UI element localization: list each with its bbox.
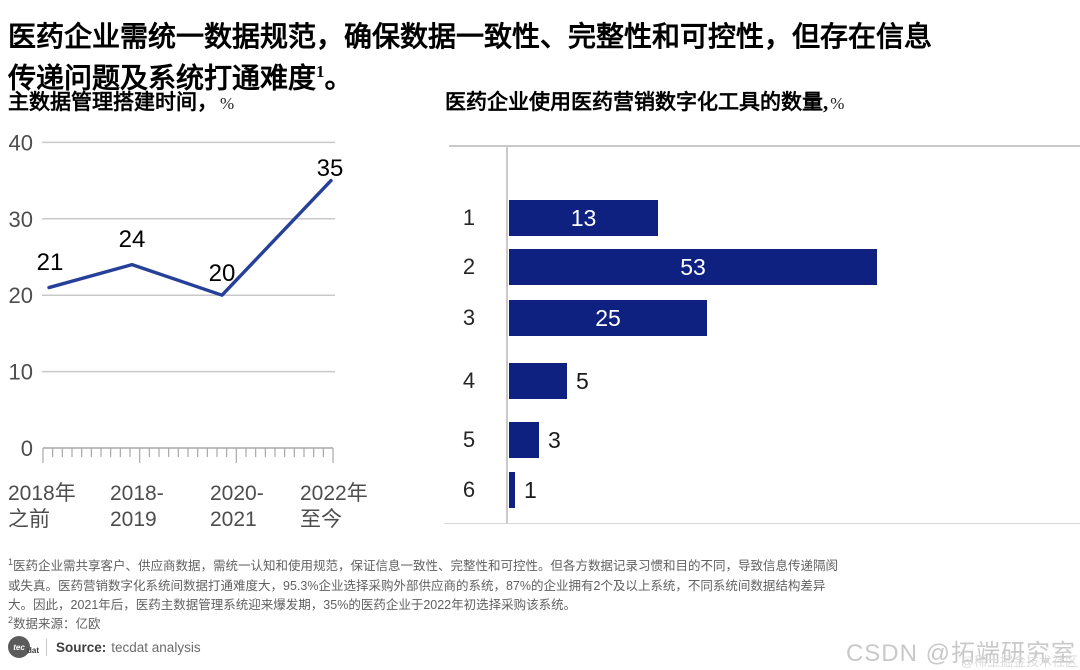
y-tick-label: 40 [9,130,33,155]
y-tick-label: 20 [9,283,33,308]
data-label: 21 [37,249,64,276]
bar-value-label: 25 [595,305,621,331]
title-footnote-marker: 1 [316,61,325,81]
tecdat-logo-icon: tec [8,636,30,658]
y-tick-label: 0 [21,436,33,461]
watermark-juejin: @稀土掘金技术社区 [960,654,1078,669]
bar [509,472,515,508]
page-title-tail: 。 [324,63,353,95]
page-title: 医药企业需统一数据规范，确保数据一致性、完整性和可控性，但存在信息 传递问题及系… [8,21,1078,96]
x-axis-label: 2022年至今 [300,481,368,533]
x-axis-label-line2: 至今 [300,508,342,531]
bar-value-label: 13 [570,205,597,231]
y-tick-label: 10 [9,360,33,385]
x-axis-label-line1: 2020- [210,482,264,505]
line-series [47,178,333,297]
bar-value-label: 3 [548,427,561,453]
bar-category-label: 3 [462,305,476,330]
footnote-line-2: 或失真。医药营销数字化系统间数据打通难度大，95.3%企业选择采购外部供应商的系… [8,578,826,593]
data-label: 35 [317,155,344,182]
x-axis-label-line2: 2019 [110,508,157,531]
bar [509,249,877,285]
bar-chart: 1 13 2 53 3 25 4 5 5 3 6 1 [440,145,1080,527]
bar-category-label: 5 [462,427,476,452]
bar-chart-top-gridline [449,145,1080,147]
footnote-line-1: 1医药企业需共享客户、供应商数据，需统一认知和使用规范，保证信息一致性、完整性和… [8,553,1074,577]
bar-chart-unit: % [830,94,845,113]
footnote-block: 1医药企业需共享客户、供应商数据，需统一认知和使用规范，保证信息一致性、完整性和… [8,553,1074,616]
source-bar: tec dat Source: tecdat analysis [8,635,201,659]
bar [509,200,658,236]
line-chart-unit: % [220,94,235,113]
footnote-marker-1: 1 [8,557,14,567]
bar-value-label: 5 [576,368,589,394]
bar-category-label: 4 [462,368,476,393]
bar-category-label: 1 [462,205,476,230]
bar-category-label: 6 [462,477,476,502]
x-axis-label-line2: 2021 [210,508,257,531]
source-text: tecdat analysis [111,639,201,655]
x-axis-label: 2018年之前 [8,481,76,533]
line-chart: 40 30 20 10 0 21 24 20 35 [9,130,344,463]
bar-chart-title-text: 医药企业使用医药营销数字化工具的数量, [445,90,829,114]
bar-category-label: 2 [462,254,476,279]
x-axis-label-line1: 2022年 [300,482,368,505]
footnote-text-1: 医药企业需共享客户、供应商数据，需统一认知和使用规范，保证信息一致性、完整性和可… [13,559,839,574]
bar [509,363,567,399]
data-source-text: 数据来源：亿欧 [13,617,101,631]
bar-chart-axis-line [506,145,508,524]
bar-chart-title: 医药企业使用医药营销数字化工具的数量,% [445,86,844,116]
x-axis-label: 2020- 2021 [210,481,264,533]
data-label: 20 [209,260,236,287]
data-label: 24 [119,226,146,253]
page-title-line2: 传递问题及系统打通难度 [8,63,317,95]
x-axis-label-line1: 2018年 [8,482,76,505]
source-label: Source: [56,639,107,655]
bar-value-label: 1 [524,477,537,503]
page-title-line1: 医药企业需统一数据规范，确保数据一致性、完整性和可控性，但存在信息 [8,21,933,53]
line-chart-title: 主数据管理搭建时间，% [8,86,234,116]
y-tick-label: 30 [9,207,33,232]
line-chart-title-text: 主数据管理搭建时间， [8,90,218,114]
bar [509,422,539,458]
bar [509,300,707,336]
bar-value-label: 53 [680,254,706,280]
footnote-line-3: 大。因此，2021年后，医药主数据管理系统迎来爆发期，35%的医药企业于2022… [8,598,577,613]
x-axis-label-line2: 之前 [8,508,50,531]
footnote-marker-2: 2 [8,614,14,625]
watermark-csdn: CSDN @拓端研究室 [845,640,1076,667]
data-source-footnote: 2数据来源：亿欧 [8,613,101,632]
source-separator [46,638,47,656]
bar-chart-bottom-gridline [444,523,1080,524]
x-axis-label: 2018- 2019 [110,481,164,533]
x-axis-label-line1: 2018- [110,482,164,505]
tecdat-logo-suffix: dat [27,646,39,655]
